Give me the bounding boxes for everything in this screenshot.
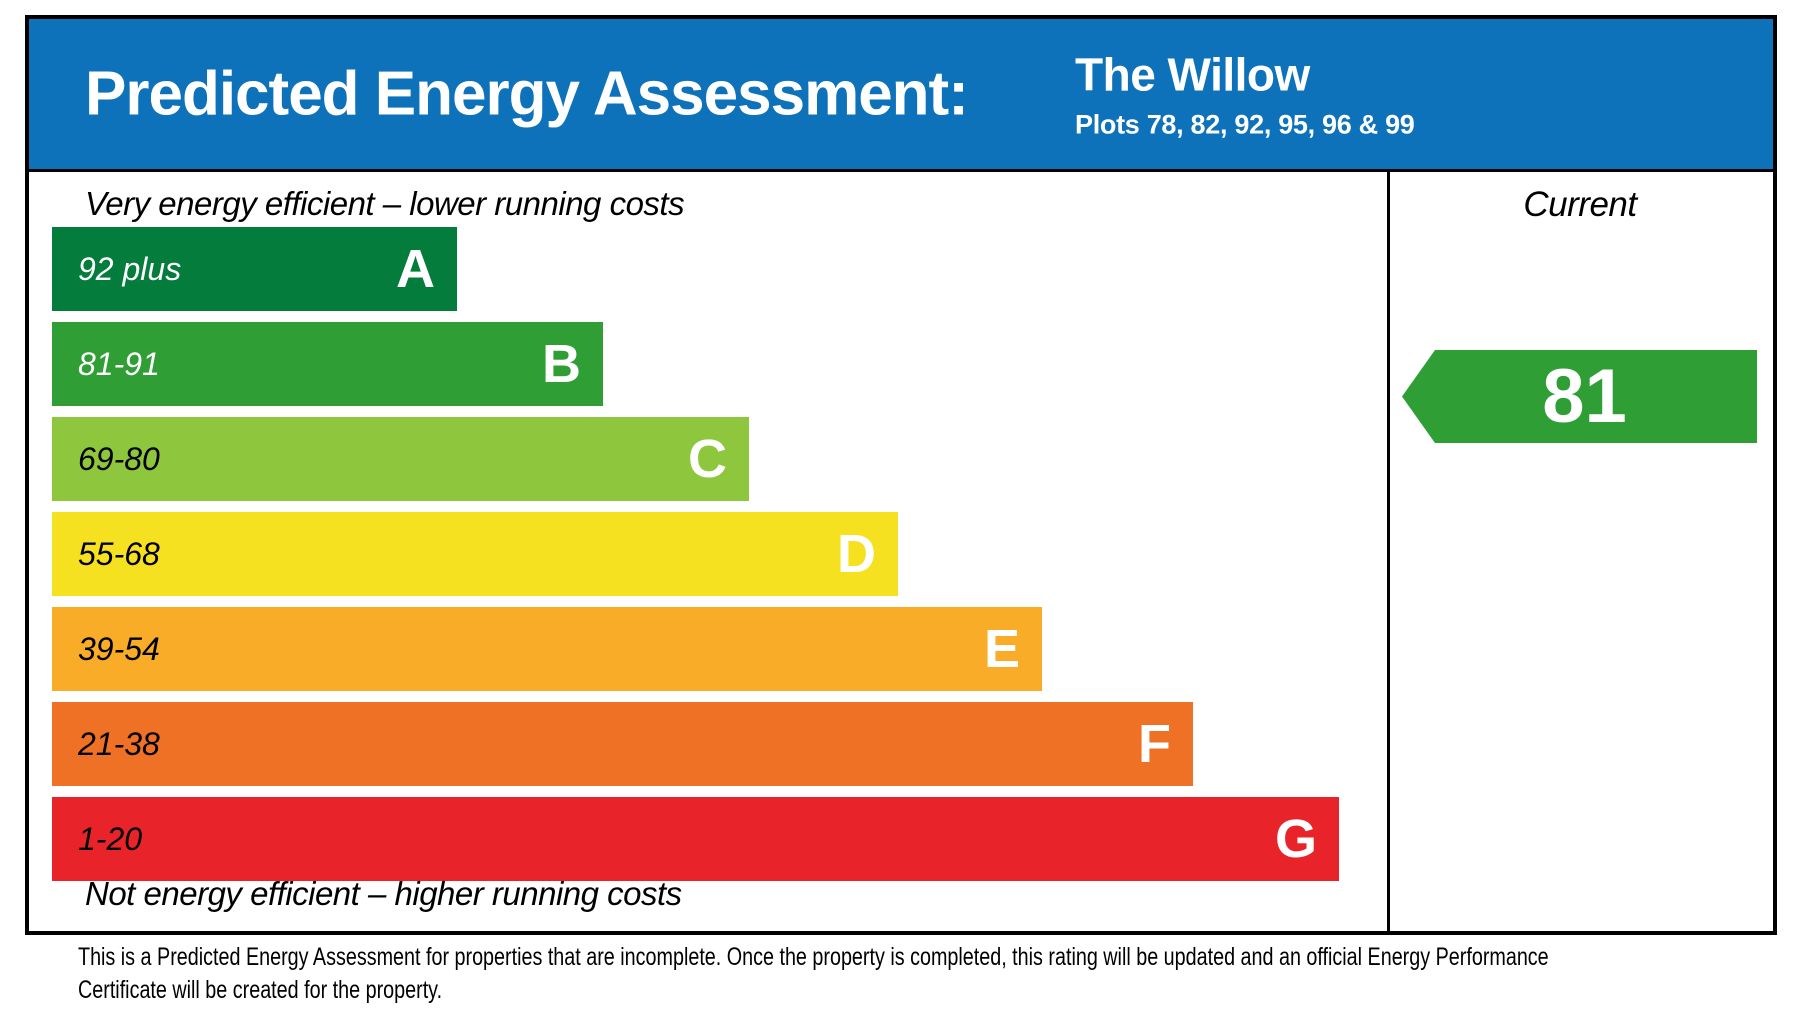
band-row-a: 92 plus A: [52, 227, 457, 311]
caption-not-efficient: Not energy efficient – higher running co…: [85, 875, 682, 912]
band-row-b: 81-91 B: [52, 322, 603, 406]
header-bar: Predicted Energy Assessment: The Willow …: [29, 19, 1773, 172]
property-info: The Willow Plots 78, 82, 92, 95, 96 & 99: [1075, 48, 1415, 141]
property-name: The Willow: [1075, 48, 1310, 101]
footer-line-1: This is a Predicted Energy Assessment fo…: [78, 943, 1549, 971]
band-range-label: 1-20: [78, 820, 143, 857]
page-title: Predicted Energy Assessment:: [85, 59, 969, 129]
band-range-label: 21-38: [78, 725, 160, 762]
band-letter: F: [1138, 714, 1171, 774]
band-range-label: 92 plus: [78, 250, 182, 287]
band-letter: C: [688, 429, 727, 489]
band-range-label: 55-68: [78, 535, 160, 572]
band-letter: G: [1274, 809, 1317, 869]
band-letter: B: [542, 334, 581, 394]
band-row-c: 69-80 C: [52, 417, 749, 501]
band-letter: D: [837, 524, 876, 584]
footer-note: This is a Predicted Energy Assessment fo…: [78, 941, 1800, 1007]
current-rating-value: 81: [1542, 354, 1627, 439]
band-range-label: 69-80: [78, 440, 160, 477]
certificate-frame: Predicted Energy Assessment: The Willow …: [25, 15, 1777, 935]
band-range-label: 81-91: [78, 345, 160, 382]
band-letter: A: [396, 239, 435, 299]
plots-label: Plots 78, 82, 92, 95, 96 & 99: [1075, 109, 1415, 140]
current-column-header: Current: [1523, 185, 1637, 224]
current-rating-arrow: 81: [1402, 350, 1757, 443]
band-row-f: 21-38 F: [52, 702, 1193, 786]
band-row-g: 1-20 G: [52, 797, 1339, 881]
band-letter: E: [983, 619, 1020, 679]
column-divider: [1387, 169, 1390, 931]
caption-very-efficient: Very energy efficient – lower running co…: [85, 185, 685, 222]
band-row-e: 39-54 E: [52, 607, 1042, 691]
band-row-d: 55-68 D: [52, 512, 898, 596]
footer-line-2: Certificate will be created for the prop…: [78, 976, 443, 1004]
band-range-label: 39-54: [78, 630, 160, 667]
